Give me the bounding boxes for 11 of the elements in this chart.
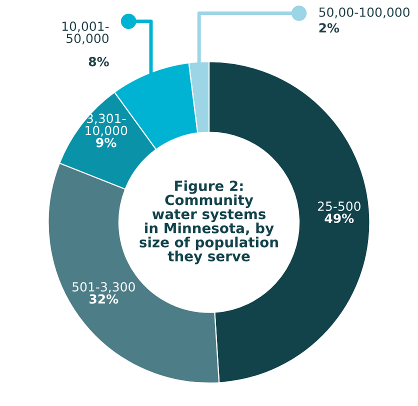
slice-label: 10,001- 50,000 [62,22,109,44]
slice-label: 3,301- 10,000 [86,114,128,137]
slice-label: 25-500 [318,202,360,211]
slice-label: 501-3,300 [72,282,135,293]
legend-label: 50,00-100,000 [319,7,410,18]
data-label: 9% [96,138,116,148]
text: Figure 2: Community water systems in Minnesota, by size of population they serve [140,180,278,264]
data-label: 8% [88,56,109,66]
data-label: 2% [319,23,340,33]
data-label: 32% [90,294,118,304]
data-label: 49% [324,214,354,224]
